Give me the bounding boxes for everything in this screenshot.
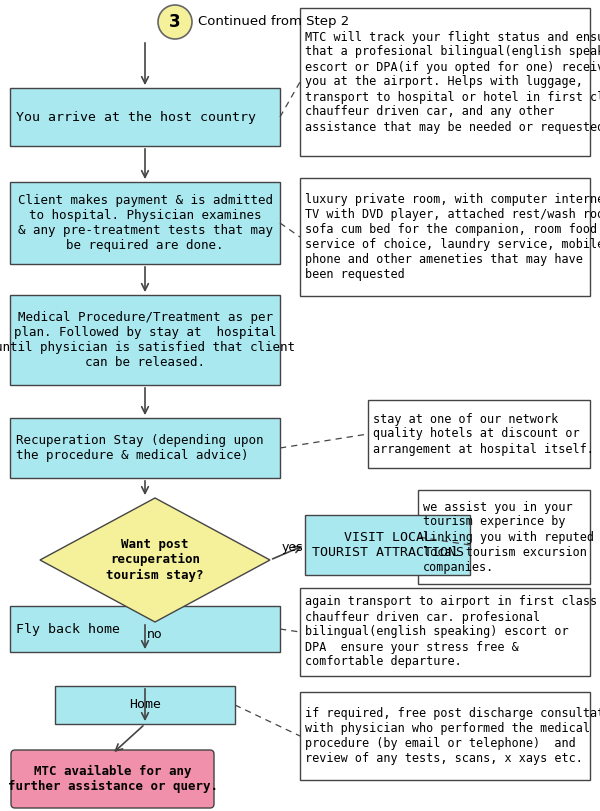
Text: no: no: [147, 629, 163, 642]
Text: Continued from Step 2: Continued from Step 2: [198, 15, 349, 28]
Polygon shape: [40, 498, 270, 622]
Text: stay at one of our network
quality hotels at discount or
arrangement at hospital: stay at one of our network quality hotel…: [373, 413, 594, 456]
Text: Client makes payment & is admitted
to hospital. Physician examines
& any pre-tre: Client makes payment & is admitted to ho…: [17, 194, 272, 252]
Text: luxury private room, with computer internet,
TV with DVD player, attached rest/w: luxury private room, with computer inter…: [305, 193, 600, 281]
Bar: [10, 606, 280, 652]
Bar: [368, 400, 590, 468]
Circle shape: [158, 5, 192, 39]
Text: Recuperation Stay (depending upon
the procedure & medical advice): Recuperation Stay (depending upon the pr…: [16, 434, 263, 462]
Bar: [305, 515, 470, 575]
Bar: [10, 418, 280, 478]
Bar: [10, 88, 280, 146]
Text: You arrive at the host country: You arrive at the host country: [16, 110, 256, 123]
Bar: [300, 8, 590, 156]
Text: Home: Home: [129, 698, 161, 711]
Text: Fly back home: Fly back home: [16, 623, 120, 636]
Text: we assist you in your
tourism experince by
linking you with reputed
local touris: we assist you in your tourism experince …: [423, 500, 594, 573]
Bar: [300, 178, 590, 296]
Text: if required, free post discharge consultation
with physician who performed the m: if required, free post discharge consult…: [305, 707, 600, 765]
Text: VISIT LOCAL
TOURIST ATTRACTIONS: VISIT LOCAL TOURIST ATTRACTIONS: [311, 531, 464, 559]
Text: MTC will track your flight status and ensures
that a profesional bilingual(engli: MTC will track your flight status and en…: [305, 31, 600, 134]
Text: Want post
recuperation
tourism stay?: Want post recuperation tourism stay?: [106, 539, 204, 581]
Text: again transport to airport in first class
chauffeur driven car. profesional
bili: again transport to airport in first clas…: [305, 595, 597, 668]
Text: 3: 3: [169, 13, 181, 31]
FancyBboxPatch shape: [11, 750, 214, 808]
Bar: [10, 295, 280, 385]
Bar: [10, 182, 280, 264]
Bar: [418, 490, 590, 584]
Text: MTC available for any
further assistance or query.: MTC available for any further assistance…: [7, 765, 218, 793]
Bar: [55, 686, 235, 724]
Text: Medical Procedure/Treatment as per
plan. Followed by stay at  hospital
until phy: Medical Procedure/Treatment as per plan.…: [0, 311, 295, 369]
Bar: [300, 692, 590, 780]
Text: yes: yes: [282, 542, 304, 555]
Bar: [300, 588, 590, 676]
